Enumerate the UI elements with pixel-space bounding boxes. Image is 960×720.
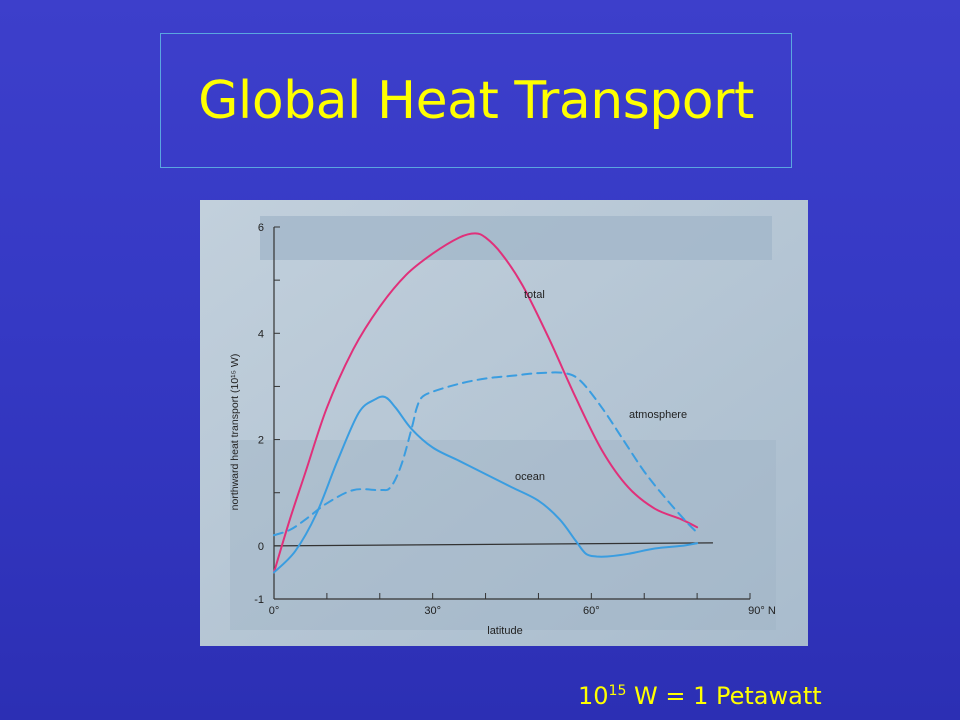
units-footnote: 1015 W = 1 Petawatt	[578, 682, 822, 710]
y-tick-label: -1	[254, 594, 264, 606]
y-tick-label: 0	[258, 541, 264, 553]
series-label-ocean: ocean	[515, 471, 545, 483]
series-line-atmosphere	[273, 371, 699, 537]
series-label-atmosphere: atmosphere	[629, 409, 687, 421]
series-line-total	[273, 232, 699, 574]
series-group	[273, 232, 699, 574]
x-tick-label: 60°	[583, 605, 600, 617]
y-tick-label: 4	[258, 328, 264, 340]
x-tick-label: 90° N	[748, 605, 776, 617]
series-label-total: total	[524, 289, 545, 301]
book-header-band	[260, 216, 772, 260]
title-box: Global Heat Transport	[160, 33, 792, 168]
footnote-base: 10	[578, 682, 609, 710]
chart-figure: -1 0 2 4 6 0° 30° 60° 90° N northward heat trans…	[200, 200, 808, 646]
zero-line	[273, 542, 713, 547]
x-tick-label: 30°	[424, 605, 441, 617]
labels-group: northward heat transport (10¹⁵ W) latitu…	[229, 289, 687, 637]
footnote-text: W = 1 Petawatt	[626, 682, 822, 710]
footnote-exponent: 15	[608, 683, 627, 699]
x-tick-label: 0°	[269, 605, 280, 617]
series-line-ocean	[273, 395, 699, 574]
y-tick-label: 2	[258, 435, 264, 447]
y-tick-label: 6	[258, 222, 264, 234]
x-axis-label: latitude	[487, 625, 522, 637]
y-axis-label: northward heat transport (10¹⁵ W)	[229, 354, 241, 511]
slide-title: Global Heat Transport	[198, 70, 754, 131]
background-panel	[230, 440, 776, 630]
figure-paper	[200, 200, 808, 646]
